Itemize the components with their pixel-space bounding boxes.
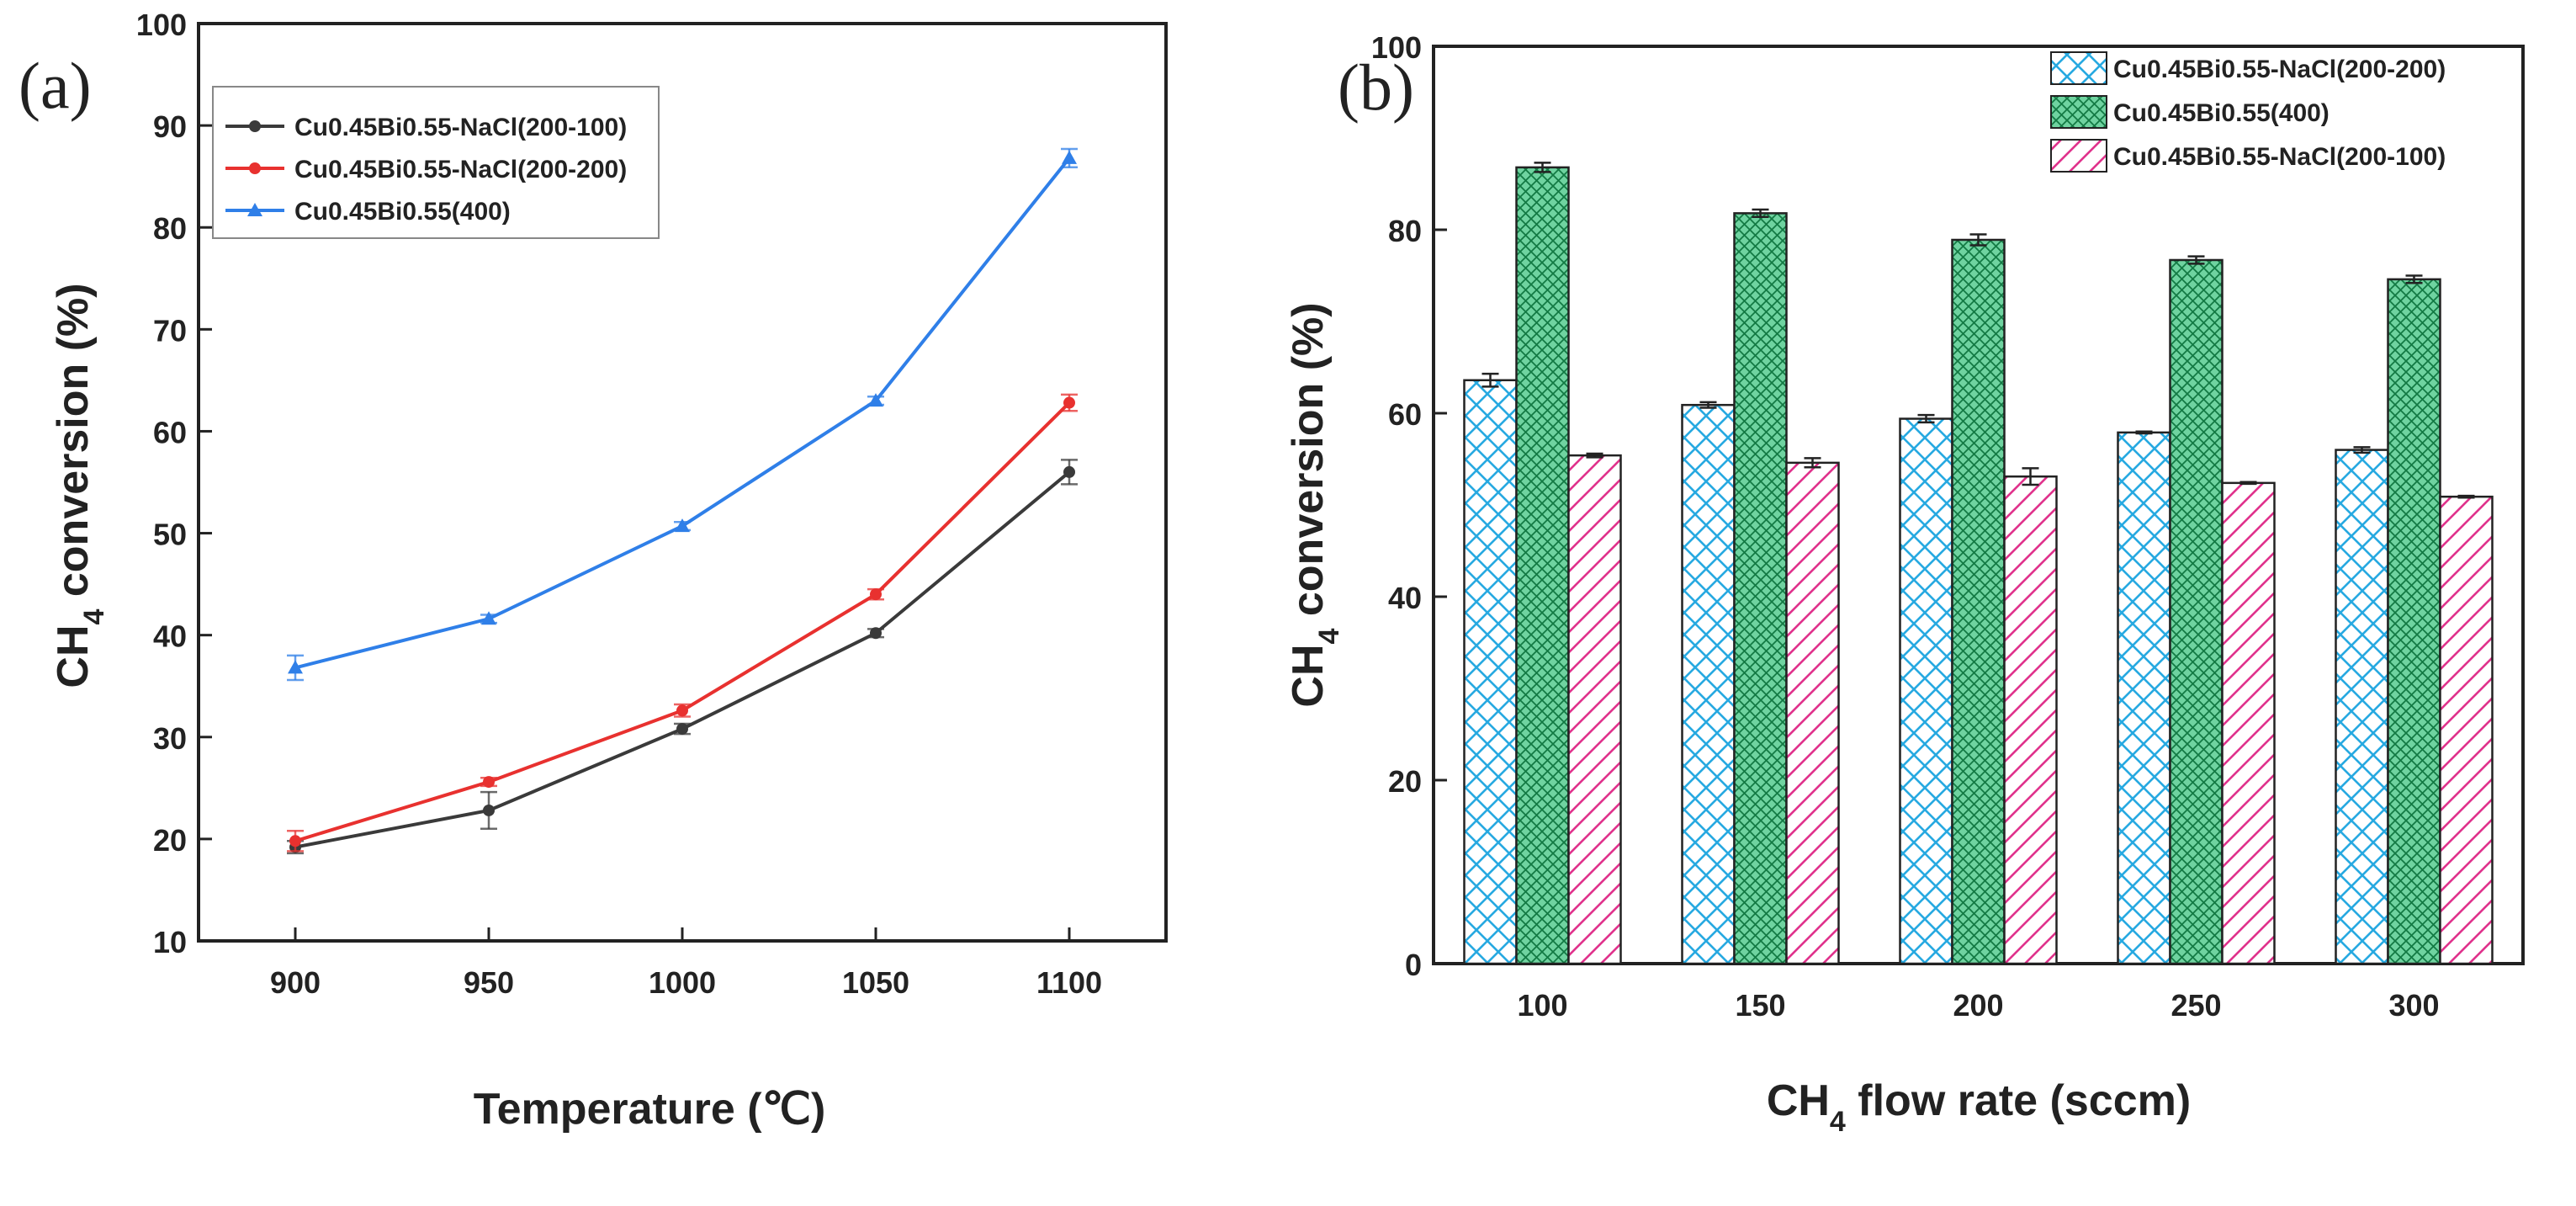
bar: [1567, 454, 1622, 965]
panel-b-label: (b): [1338, 50, 1414, 124]
series-line: [294, 401, 1071, 843]
x-tick-label: 1000: [649, 965, 716, 1000]
bar: [1681, 403, 1736, 965]
series-0: [287, 459, 1078, 855]
x-tick-label: 1100: [1036, 965, 1102, 1000]
y-tick-label: 60: [153, 415, 187, 449]
x-tick-label: 100: [1517, 988, 1567, 1023]
x-tick-label: 1050: [842, 965, 909, 1000]
legend-label: Cu0.45Bi0.55-NaCl(200-200): [2113, 56, 2446, 83]
legend-marker: [249, 162, 261, 174]
x-tick-label: 150: [1735, 988, 1785, 1023]
bar: [1515, 166, 1570, 965]
bar: [1951, 238, 2006, 965]
bar: [1733, 212, 1788, 965]
data-point: [1063, 396, 1075, 409]
data-point: [676, 704, 688, 717]
bar: [1899, 417, 1953, 965]
data-point: [481, 611, 496, 625]
x-axis-label: Temperature (℃): [474, 1085, 826, 1134]
legend-label: Cu0.45Bi0.55(400): [2113, 99, 2330, 127]
bar: [2221, 481, 2276, 965]
series-1: [287, 393, 1078, 853]
series-2: [287, 147, 1078, 682]
y-tick-label: 90: [153, 109, 187, 144]
bar: [2003, 475, 2058, 965]
y-axis-label: CH4 conversion (%): [1284, 302, 1345, 707]
bar: [2387, 278, 2441, 965]
y-tick-label: 80: [1388, 214, 1422, 248]
line-chart-panel: (a) 10 20 30 40 50 60 70 80 90 100 900 950 1000 1050…: [19, 8, 1168, 1134]
legend-swatch: [2050, 139, 2107, 173]
data-point: [868, 393, 883, 407]
bar: [2335, 449, 2389, 965]
data-point: [870, 588, 882, 601]
x-axis-label: CH4 flow rate (sccm): [1767, 1076, 2191, 1138]
x-tick-label: 300: [2388, 988, 2439, 1023]
legend-marker: [247, 203, 262, 216]
data-point: [288, 660, 303, 674]
bar: [2117, 431, 2171, 965]
y-tick-label: 50: [153, 518, 187, 552]
y-tick-label: 70: [153, 313, 187, 348]
y-tick-label: 40: [153, 619, 187, 654]
data-point: [1062, 150, 1077, 164]
x-tick-label: 950: [464, 965, 514, 1000]
data-point: [289, 835, 301, 847]
data-point: [483, 776, 495, 789]
bar: [2169, 258, 2224, 965]
legend-marker: [249, 120, 261, 132]
legend-label: Cu0.45Bi0.55-NaCl(200-100): [294, 114, 627, 141]
y-axis-label: CH4 conversion (%): [49, 283, 110, 688]
x-tick-label: 200: [1953, 988, 2003, 1023]
data-point: [483, 804, 495, 816]
legend-swatch: [2050, 51, 2107, 85]
panel-a-label: (a): [19, 49, 92, 122]
x-tick-label: 900: [270, 965, 321, 1000]
legend: Cu0.45Bi0.55-NaCl(200-200) Cu0.45Bi0.55(4…: [2050, 51, 2446, 173]
legend-swatch: [2050, 95, 2107, 129]
data-point: [675, 518, 690, 533]
bar: [1463, 379, 1518, 965]
bar: [2439, 495, 2494, 965]
bar-chart-panel: (b) 0 20 40 60 80 100 100 150 200 250 300 Cu0.45B…: [1284, 30, 2525, 1138]
y-tick-label: 30: [153, 721, 187, 756]
y-tick-label: 10: [153, 925, 187, 959]
y-tick-label: 80: [153, 211, 187, 246]
y-tick-label: 20: [1388, 764, 1422, 799]
legend-label: Cu0.45Bi0.55(400): [294, 198, 511, 226]
legend: Cu0.45Bi0.55-NaCl(200-100) Cu0.45Bi0.55-N…: [212, 86, 660, 239]
y-tick-label: 100: [136, 8, 187, 42]
legend-label: Cu0.45Bi0.55-NaCl(200-200): [294, 156, 627, 183]
bar: [1785, 461, 1840, 965]
data-point: [1063, 465, 1075, 478]
y-tick-label: 100: [1371, 30, 1422, 65]
x-tick-label: 250: [2171, 988, 2221, 1023]
y-tick-label: 0: [1405, 948, 1422, 982]
legend-box: [212, 86, 660, 239]
y-tick-label: 60: [1388, 397, 1422, 432]
legend-label: Cu0.45Bi0.55-NaCl(200-100): [2113, 143, 2446, 171]
y-tick-label: 40: [1388, 581, 1422, 615]
data-point: [676, 723, 688, 736]
data-point: [870, 627, 882, 640]
y-tick-label: 20: [153, 823, 187, 858]
